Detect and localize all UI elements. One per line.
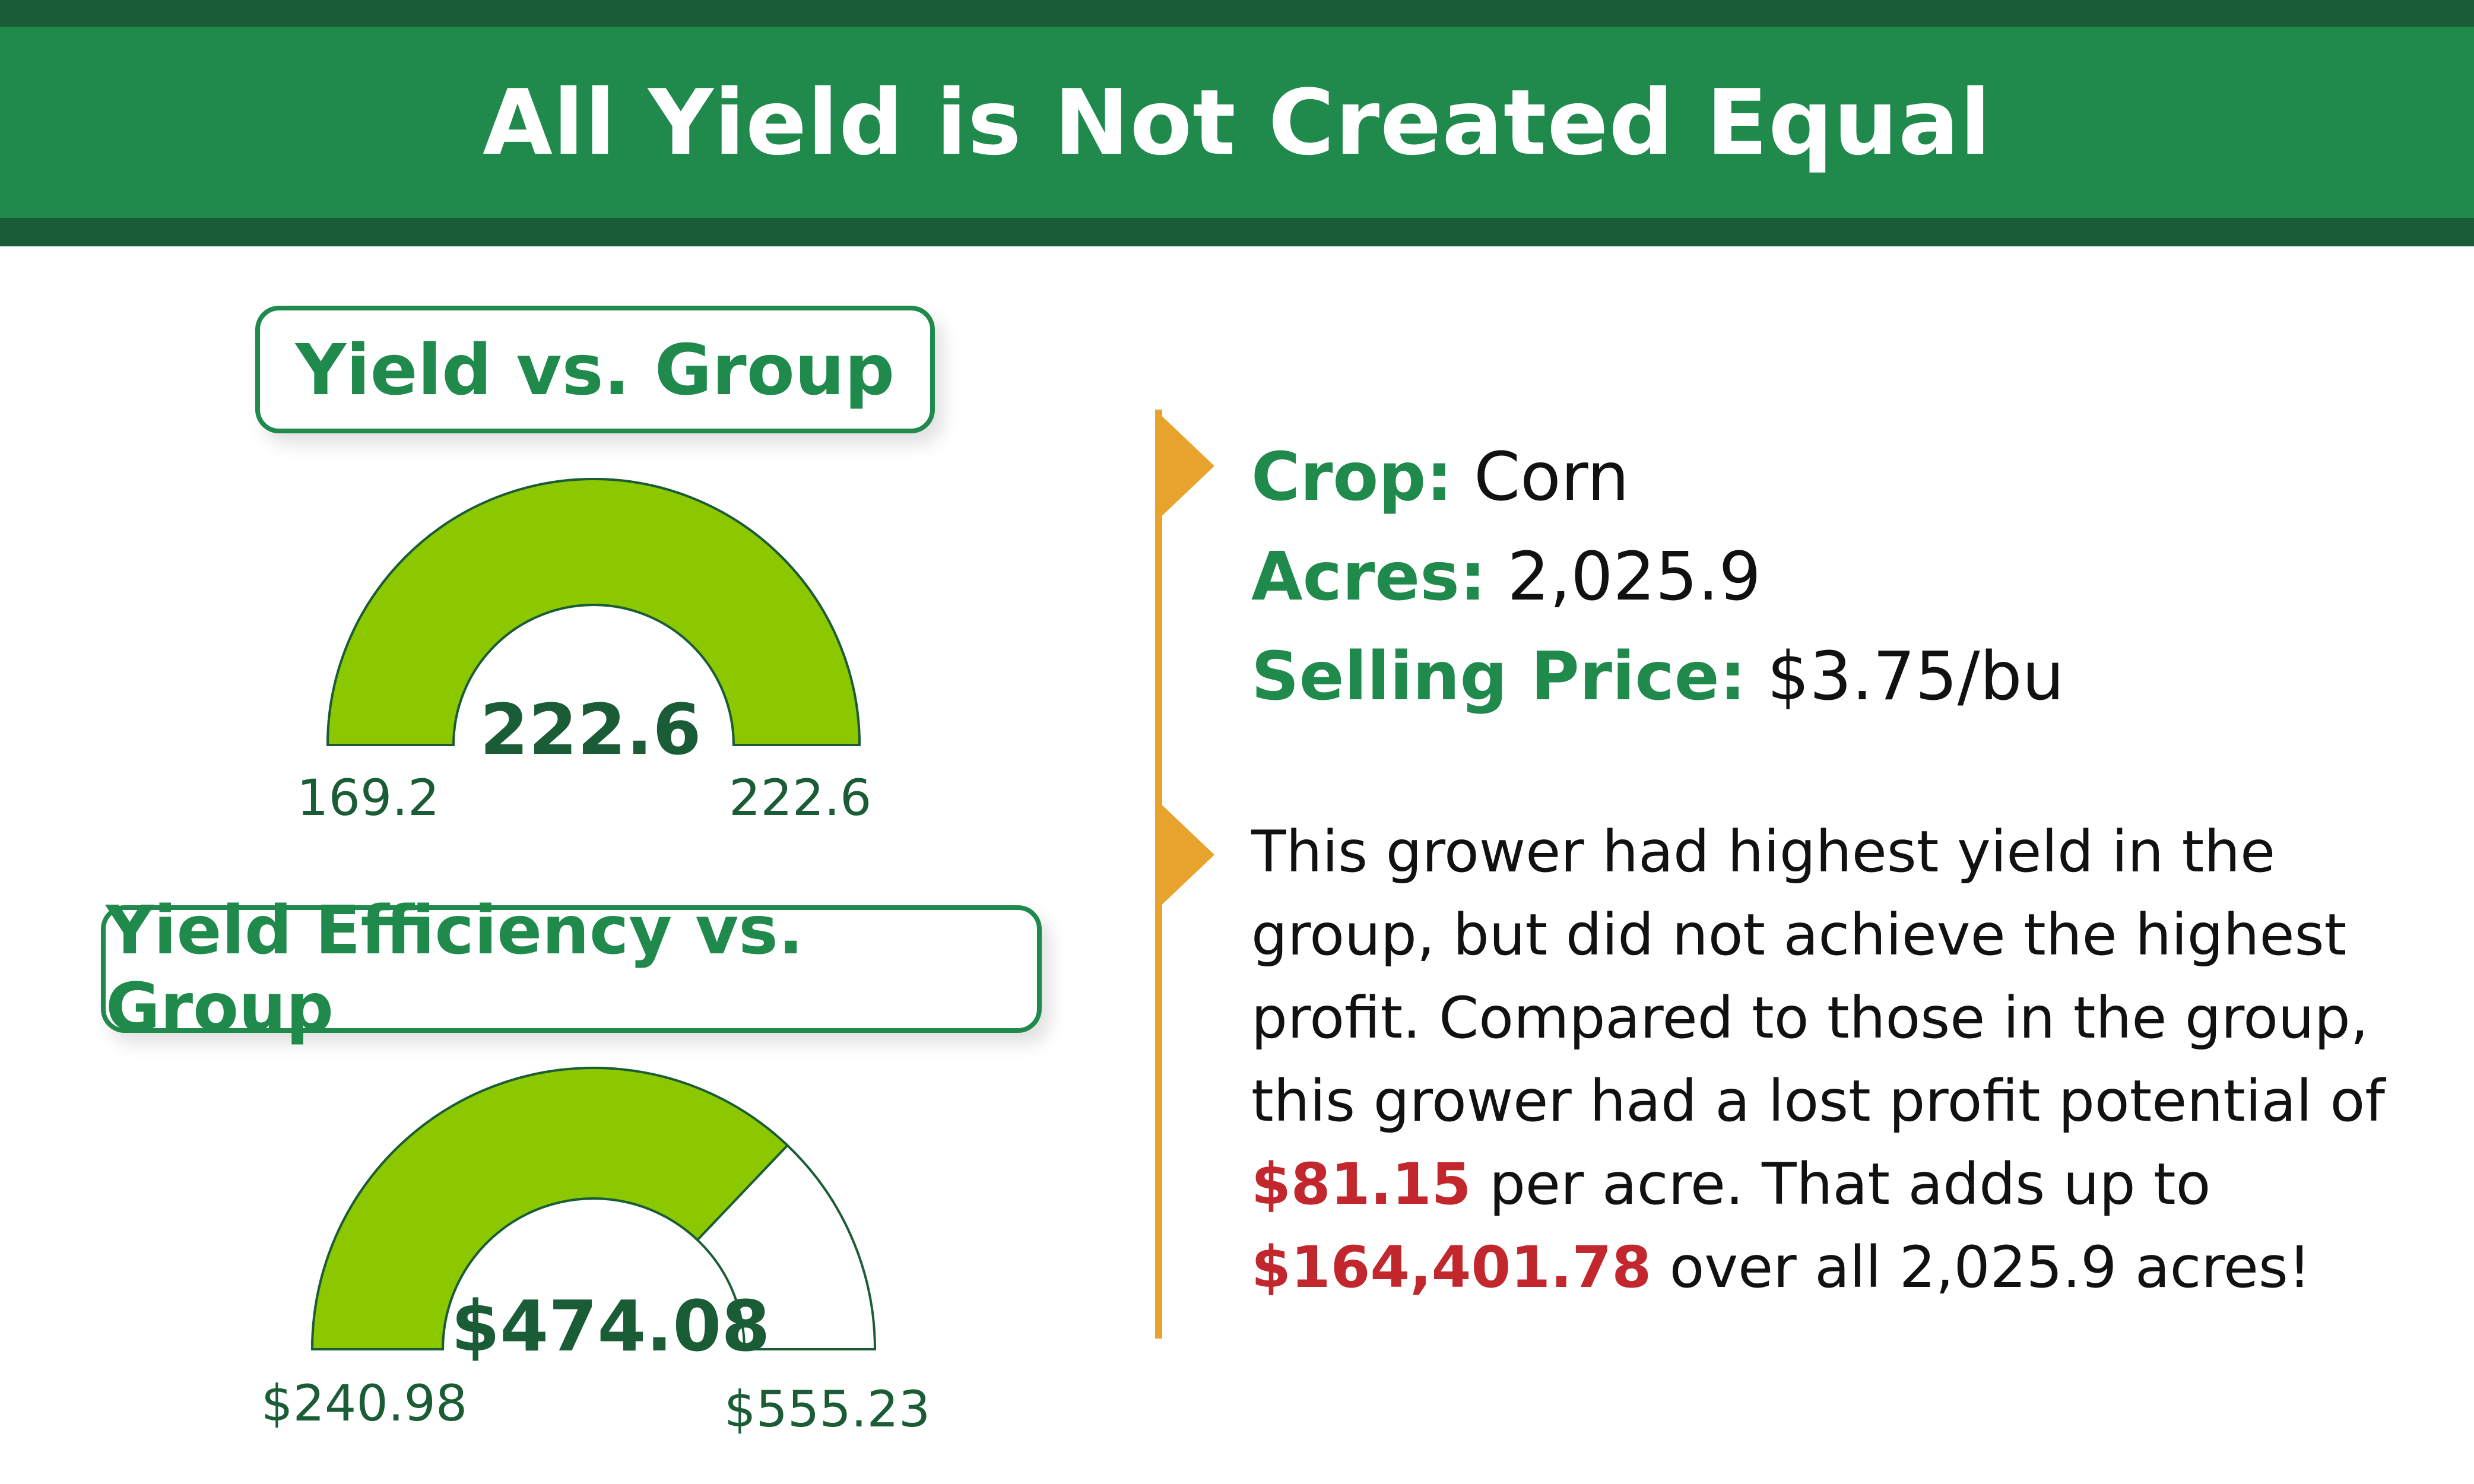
page-title: All Yield is Not Created Equal xyxy=(483,69,1991,175)
yield-efficiency-gauge xyxy=(310,1067,877,1350)
gauge-fill xyxy=(310,1067,789,1350)
summary-paragraph: This grower had highest yield in the gro… xyxy=(1251,810,2415,1309)
gauge-fill xyxy=(326,477,861,746)
lost-profit-per-acre: $81.15 xyxy=(1251,1151,1471,1217)
gauge-title: Yield Efficiency vs. Group xyxy=(106,892,804,1047)
crop-label: Crop: xyxy=(1251,439,1453,516)
lost-profit-total: $164,401.78 xyxy=(1251,1234,1652,1301)
yield-efficiency-vs-group-label: Yield Efficiency vs. Group xyxy=(101,892,1042,1047)
yield-gauge xyxy=(326,477,861,746)
selling-price-value: $3.75/bu xyxy=(1767,638,2064,715)
timeline-marker-icon xyxy=(1155,410,1214,522)
acres-value: 2,025.9 xyxy=(1507,538,1761,616)
gauge-min-label: 169.2 xyxy=(297,769,440,827)
gauge-min-label: $240.98 xyxy=(261,1374,468,1432)
summary-text: over all 2,025.9 acres! xyxy=(1651,1234,2311,1301)
acres-row: Acres: 2,025.9 xyxy=(1251,527,2064,627)
selling-price-row: Selling Price: $3.75/bu xyxy=(1251,627,2064,727)
timeline-marker-icon xyxy=(1155,798,1214,911)
gauge-max-label: $555.23 xyxy=(724,1380,931,1438)
yield-vs-group-label: Yield vs. Group xyxy=(255,306,935,433)
crop-info: Crop: Corn Acres: 2,025.9 Selling Price:… xyxy=(1251,427,2064,727)
selling-price-label: Selling Price: xyxy=(1251,638,1746,715)
crop-row: Crop: Corn xyxy=(1251,427,2064,527)
summary-text: per acre. That adds up to xyxy=(1471,1151,2211,1217)
acres-label: Acres: xyxy=(1251,538,1486,616)
gauge-title: Yield vs. Group xyxy=(295,328,895,411)
summary-text: This grower had highest yield in the gro… xyxy=(1251,819,2386,1134)
gauge-value: 222.6 xyxy=(480,689,702,770)
header-banner: All Yield is Not Created Equal xyxy=(0,0,2474,246)
gauge-value: $474.08 xyxy=(451,1285,770,1367)
gauge-max-label: 222.6 xyxy=(729,769,872,827)
crop-value: Corn xyxy=(1473,439,1629,516)
